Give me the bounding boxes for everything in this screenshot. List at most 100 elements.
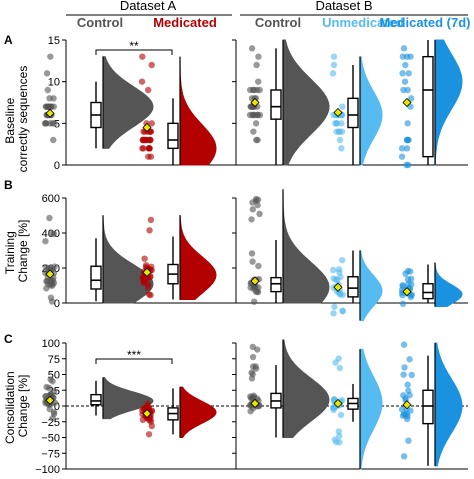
data-point [249, 86, 257, 94]
data-point [248, 375, 256, 382]
data-point [330, 61, 338, 69]
data-point [46, 214, 53, 222]
significance-bracket-a [95, 49, 173, 55]
data-point [43, 285, 50, 292]
ylabel-a-line2: correctly sequences [16, 66, 30, 173]
data-point [338, 120, 345, 127]
data-point [337, 411, 345, 419]
header-b-control: Control [255, 15, 301, 30]
series-control-a [42, 376, 154, 422]
data-point [50, 103, 58, 110]
data-point [331, 120, 339, 127]
ylabel-b: Training Change [%] [3, 220, 30, 283]
series-medicated-7d--b [398, 39, 463, 169]
data-point [255, 53, 262, 60]
data-point [405, 437, 412, 444]
ylabel-b-line1: Training [3, 231, 17, 274]
significance-bracket-c [95, 358, 173, 364]
data-point [400, 392, 407, 399]
data-point [330, 275, 337, 282]
y-tick-label: −75 [41, 448, 60, 460]
panel-letter-a: A [4, 33, 13, 47]
data-point [339, 103, 346, 110]
data-point [403, 145, 411, 152]
data-point [48, 230, 55, 237]
violin-cloud [359, 250, 383, 321]
y-tick-label: 15 [48, 35, 60, 47]
series-unmedicated-b [329, 348, 383, 470]
data-point [250, 394, 257, 401]
y-tick-label: 0 [54, 160, 60, 172]
data-point [405, 70, 412, 77]
data-point [45, 103, 52, 110]
data-point [148, 120, 155, 127]
data-point [141, 136, 149, 144]
series-control-b [247, 189, 330, 305]
data-point [403, 53, 411, 60]
mean-marker [142, 122, 152, 133]
mean-marker [250, 398, 260, 409]
violin-cloud [282, 189, 330, 304]
box-iqr [270, 276, 282, 293]
data-point [405, 161, 412, 169]
data-point [248, 45, 256, 52]
series-control-b [246, 339, 330, 438]
data-point [254, 196, 262, 203]
data-point [255, 262, 262, 270]
data-point [398, 406, 406, 413]
data-point [330, 53, 338, 60]
ylabel-c: Consolidation Change [%] [3, 368, 30, 444]
data-point [401, 78, 409, 85]
mean-marker [142, 267, 152, 277]
data-point [399, 291, 406, 299]
data-point [253, 61, 260, 69]
series-medicated-a [139, 386, 217, 438]
data-point [248, 369, 255, 376]
data-point [145, 416, 152, 423]
data-point [407, 95, 415, 102]
data-point [408, 371, 415, 379]
data-point [335, 128, 343, 135]
mean-marker [142, 408, 152, 419]
data-point [47, 294, 55, 301]
data-point [252, 363, 259, 370]
data-point [256, 210, 263, 218]
panel-letter-b: B [4, 178, 13, 192]
significance-a: ** [95, 39, 173, 55]
data-point [41, 120, 49, 127]
data-point [402, 61, 409, 69]
y-tick-label: 0 [54, 401, 60, 413]
y-tick-label: −50 [41, 433, 60, 445]
mean-marker [333, 282, 343, 292]
violin-cloud [434, 261, 463, 307]
data-point [46, 120, 54, 127]
data-point [330, 310, 337, 317]
data-point [400, 341, 408, 348]
header-b-unmedicated: Unmedicated [322, 15, 404, 30]
data-point [138, 78, 146, 85]
series-unmedicated-b [329, 53, 383, 166]
data-point [408, 275, 415, 283]
data-point [250, 128, 257, 135]
ylabel-c-line2: Change [%] [16, 375, 30, 438]
significance-c: *** [95, 348, 173, 364]
violin-cloud [179, 56, 217, 166]
data-point [249, 258, 256, 265]
series-control-b [246, 39, 330, 166]
series-medicated-7d--b [398, 261, 463, 308]
data-point [49, 414, 56, 422]
dataset-b-title: Dataset B [315, 0, 372, 13]
mean-marker [250, 276, 260, 286]
data-point [400, 371, 407, 378]
violin-cloud [179, 215, 217, 300]
data-point [148, 61, 155, 69]
mean-marker [333, 398, 343, 409]
data-point [141, 255, 148, 262]
header-b-medicated7d: Medicated (7d) [379, 15, 470, 30]
violin-cloud [359, 348, 383, 470]
violin-cloud [359, 56, 383, 166]
data-point [400, 45, 408, 52]
data-point [253, 136, 260, 144]
